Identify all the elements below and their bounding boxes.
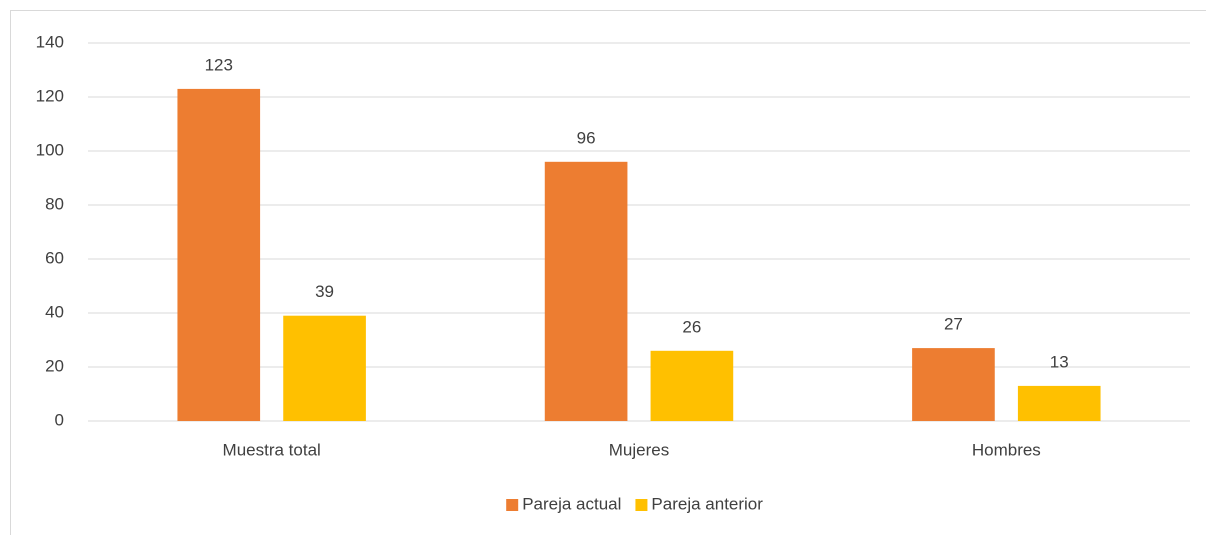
legend-label: Pareja anterior xyxy=(651,494,763,513)
data-label: 26 xyxy=(682,317,701,336)
bar xyxy=(544,161,628,422)
y-tick-label: 120 xyxy=(36,86,64,105)
bar xyxy=(912,348,995,421)
data-label: 123 xyxy=(205,55,233,74)
y-tick-label: 100 xyxy=(36,140,64,159)
bar xyxy=(177,88,261,422)
bar xyxy=(650,350,734,421)
bar xyxy=(1017,385,1101,421)
data-label: 39 xyxy=(315,282,334,301)
y-tick-label: 80 xyxy=(45,194,64,213)
x-tick-label: Hombres xyxy=(972,440,1041,459)
x-tick-label: Mujeres xyxy=(609,440,669,459)
y-tick-label: 40 xyxy=(45,302,64,321)
chart-border xyxy=(10,10,1206,535)
legend-label: Pareja actual xyxy=(522,494,621,513)
bar xyxy=(283,315,366,421)
y-tick-label: 60 xyxy=(45,248,64,267)
data-label: 96 xyxy=(577,128,596,147)
y-tick-label: 20 xyxy=(45,356,64,375)
legend-swatch xyxy=(506,499,519,511)
data-label: 13 xyxy=(1050,352,1069,371)
legend-swatch xyxy=(635,499,648,511)
y-tick-label: 140 xyxy=(36,32,64,51)
data-label: 27 xyxy=(944,315,963,334)
y-tick-label: 0 xyxy=(55,410,64,429)
x-tick-label: Muestra total xyxy=(223,440,321,459)
